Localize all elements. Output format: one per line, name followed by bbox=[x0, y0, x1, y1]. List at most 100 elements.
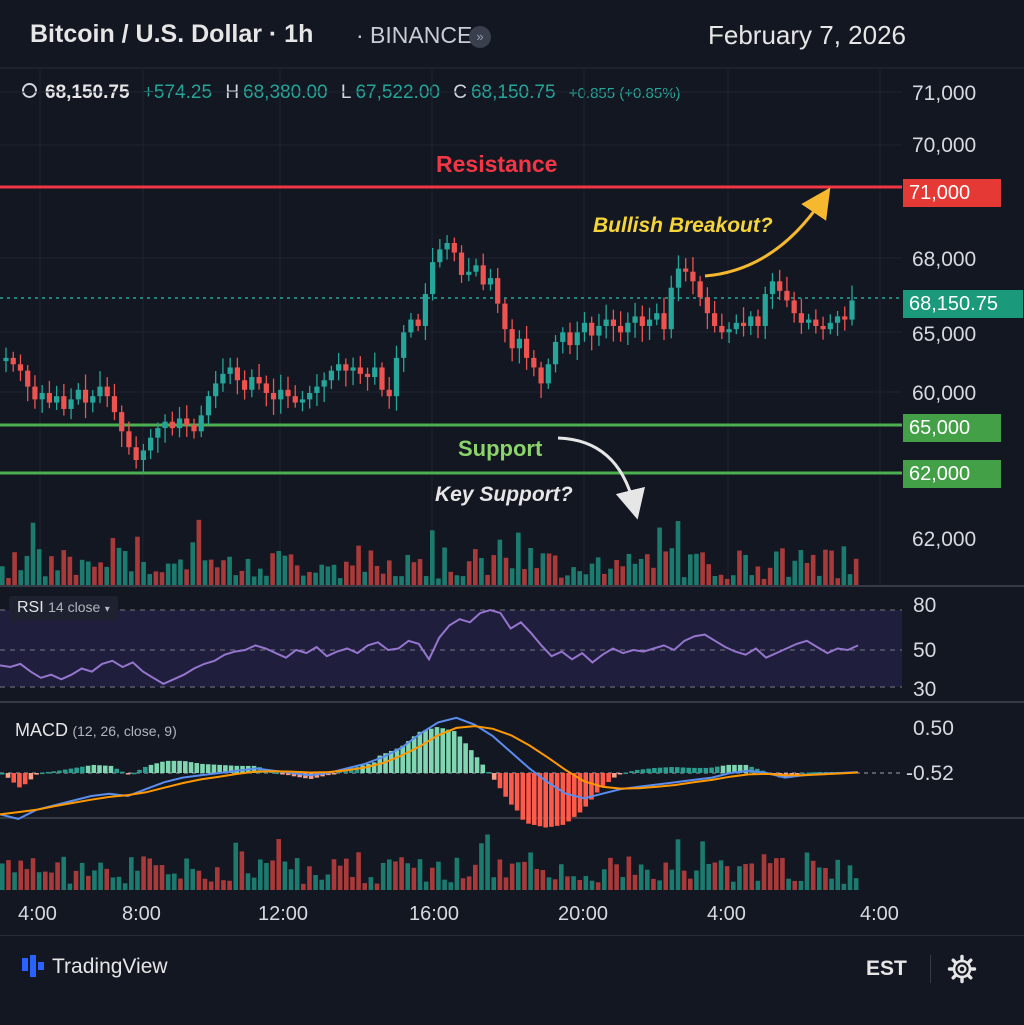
volume-bar bbox=[215, 567, 220, 585]
price-axis-label: 60,000 bbox=[912, 382, 977, 405]
timezone-button[interactable]: EST bbox=[866, 957, 907, 980]
macd-histogram-bar bbox=[131, 772, 137, 775]
candle-body bbox=[646, 319, 653, 326]
macd-histogram-bar bbox=[148, 764, 154, 773]
macd-histogram-bar bbox=[188, 762, 194, 773]
time-axis-label: 4:00 bbox=[18, 903, 57, 925]
macd-histogram-bar bbox=[114, 768, 119, 773]
volume-bar bbox=[30, 858, 36, 890]
volume-bar bbox=[632, 874, 638, 890]
macd-histogram-bar bbox=[652, 768, 657, 773]
volume-bar bbox=[221, 880, 226, 890]
volume-bar bbox=[823, 549, 828, 585]
volume-bar bbox=[313, 875, 318, 890]
candle-body bbox=[292, 396, 298, 403]
volume-bar bbox=[479, 843, 484, 890]
volume-bar bbox=[153, 865, 159, 890]
symbol-title[interactable]: Bitcoin / U.S. Dollar · 1h bbox=[30, 20, 314, 48]
volume-bar bbox=[110, 877, 116, 890]
candle-body bbox=[415, 319, 421, 326]
volume-bar bbox=[399, 576, 404, 585]
volume-bar bbox=[374, 565, 380, 585]
volume-bar bbox=[55, 570, 60, 585]
macd-histogram-bar bbox=[737, 764, 743, 773]
candle-body bbox=[603, 319, 609, 326]
volume-bar bbox=[172, 873, 177, 890]
volume-bar bbox=[565, 575, 570, 585]
candle-body bbox=[278, 389, 284, 400]
macd-legend[interactable]: MACD (12, 26, close, 9) bbox=[15, 720, 177, 741]
candle-body bbox=[422, 294, 428, 326]
volume-bar bbox=[786, 878, 791, 890]
visibility-toggle-icon[interactable] bbox=[22, 83, 37, 98]
volume-bar bbox=[718, 574, 724, 585]
price-chart[interactable] bbox=[0, 0, 1024, 935]
macd-histogram-bar bbox=[326, 773, 331, 776]
volume-bar bbox=[614, 864, 619, 890]
candle-body bbox=[654, 313, 660, 320]
candle-body bbox=[733, 322, 739, 330]
macd-histogram-bar bbox=[120, 771, 125, 774]
macd-histogram-bar bbox=[62, 769, 68, 773]
volume-bar bbox=[657, 880, 662, 890]
volume-bar bbox=[362, 883, 368, 890]
volume-bar bbox=[368, 877, 374, 890]
candle-body bbox=[126, 431, 132, 448]
macd-histogram-bar bbox=[371, 762, 377, 773]
macd-histogram-bar bbox=[697, 767, 703, 773]
volume-bar bbox=[141, 561, 146, 585]
macd-histogram-bar bbox=[411, 736, 417, 773]
breakout-annotation: Bullish Breakout? bbox=[593, 214, 773, 237]
volume-bar bbox=[270, 860, 275, 890]
brand-name: TradingView bbox=[52, 955, 168, 978]
chevron-icon[interactable]: » bbox=[469, 26, 491, 48]
volume-bar bbox=[835, 859, 841, 890]
rsi-legend[interactable]: RSI 14 close ▾ bbox=[9, 596, 118, 620]
volume-bar bbox=[706, 863, 712, 890]
candle-body bbox=[437, 249, 443, 263]
volume-bar bbox=[221, 560, 226, 585]
macd-histogram-bar bbox=[388, 750, 394, 773]
candle-body bbox=[661, 313, 667, 330]
volume-bar bbox=[460, 576, 466, 585]
chevron-down-icon[interactable]: ▾ bbox=[104, 604, 110, 615]
volume-bar bbox=[485, 834, 490, 890]
volume-bar bbox=[626, 856, 632, 890]
candle-body bbox=[119, 412, 125, 432]
macd-histogram-bar bbox=[383, 753, 388, 773]
macd-histogram-bar bbox=[194, 763, 200, 773]
macd-histogram-bar bbox=[451, 731, 457, 773]
candle-body bbox=[364, 373, 371, 378]
macd-histogram-bar bbox=[463, 743, 468, 773]
gear-icon[interactable] bbox=[947, 954, 977, 984]
candle-body bbox=[726, 329, 732, 333]
tradingview-logo[interactable]: TradingView bbox=[22, 955, 168, 979]
volume-bar bbox=[473, 864, 478, 890]
volume-bar bbox=[301, 883, 306, 890]
volume-bar bbox=[405, 554, 411, 585]
rsi-name: RSI bbox=[17, 599, 44, 616]
volume-bar bbox=[546, 877, 552, 890]
macd-histogram-bar bbox=[692, 767, 697, 773]
volume-bar bbox=[325, 874, 331, 890]
macd-histogram-bar bbox=[102, 765, 108, 773]
volume-bar bbox=[30, 522, 36, 585]
macd-histogram-bar bbox=[434, 727, 440, 773]
volume-bar bbox=[454, 575, 460, 585]
current-price-tag: 68,150.75 bbox=[903, 290, 1023, 318]
macd-histogram-bar bbox=[537, 773, 543, 827]
candle-body bbox=[25, 370, 31, 387]
volume-bar bbox=[522, 861, 527, 890]
volume-bar bbox=[362, 571, 368, 585]
volume-bar bbox=[688, 554, 693, 585]
volume-bar bbox=[595, 882, 601, 890]
macd-histogram-bar bbox=[657, 767, 663, 773]
candle-body bbox=[249, 377, 255, 390]
volume-bar bbox=[356, 852, 361, 890]
volume-bar bbox=[153, 571, 159, 585]
candle-body bbox=[639, 316, 645, 326]
volume-bar bbox=[202, 878, 208, 890]
macd-histogram-bar bbox=[663, 767, 669, 773]
volume-bar bbox=[43, 871, 48, 890]
candle-body bbox=[690, 271, 696, 282]
